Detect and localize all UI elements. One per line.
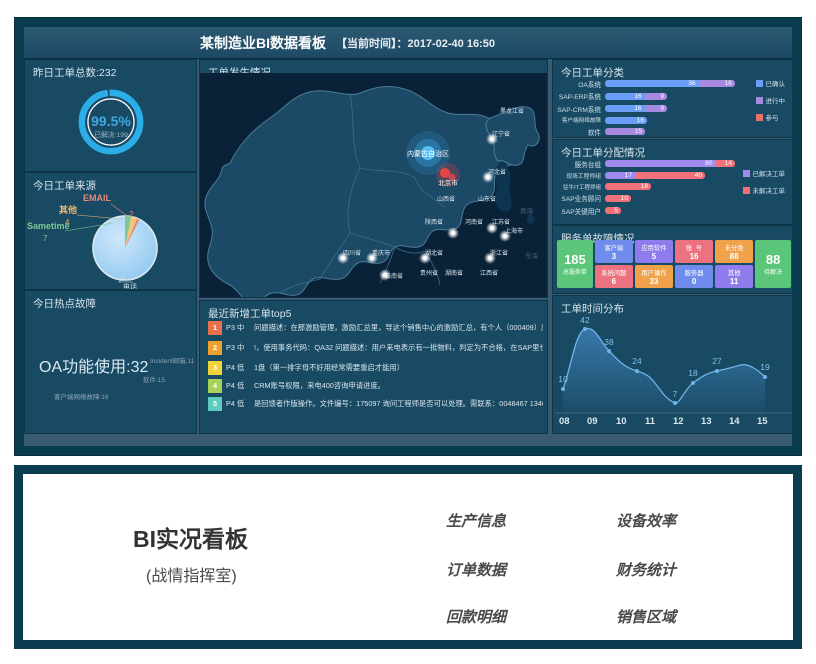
svg-text:其他: 其他 <box>59 204 77 215</box>
svg-text:内蒙古自治区: 内蒙古自治区 <box>407 149 449 158</box>
svg-text:河北省: 河北省 <box>488 168 506 176</box>
svg-text:东海: 东海 <box>525 251 539 260</box>
svg-text:99.5%: 99.5% <box>91 113 131 129</box>
svg-text:24: 24 <box>632 356 642 366</box>
svg-text:江苏省: 江苏省 <box>492 218 510 226</box>
svg-text:10: 10 <box>558 374 568 384</box>
svg-text:陕西省: 陕西省 <box>425 218 443 226</box>
svg-text:19: 19 <box>760 362 770 372</box>
svg-text:12: 12 <box>673 416 684 425</box>
svg-text:湖南省: 湖南省 <box>445 269 463 277</box>
svg-text:山西省: 山西省 <box>437 195 455 203</box>
svg-text:27: 27 <box>712 356 722 366</box>
svg-text:11: 11 <box>645 416 656 425</box>
svg-text:18: 18 <box>688 368 698 378</box>
svg-text:2: 2 <box>129 210 134 219</box>
svg-text:10: 10 <box>616 416 627 425</box>
svg-text:7: 7 <box>43 234 48 243</box>
svg-text:北京市: 北京市 <box>438 178 458 187</box>
svg-text:黄海: 黄海 <box>520 206 534 215</box>
svg-text:上海市: 上海市 <box>505 227 523 235</box>
svg-text:42: 42 <box>580 315 590 325</box>
svg-text:电话: 电话 <box>123 282 137 290</box>
svg-text:贵州省: 贵州省 <box>420 269 438 277</box>
svg-text:7: 7 <box>673 389 678 399</box>
svg-text:山东省: 山东省 <box>478 195 496 203</box>
svg-text:09: 09 <box>587 416 598 425</box>
svg-text:河南省: 河南省 <box>465 218 483 226</box>
svg-text:辽宁省: 辽宁省 <box>492 130 510 138</box>
svg-text:15: 15 <box>757 416 768 425</box>
svg-text:黑龙江省: 黑龙江省 <box>500 107 524 115</box>
svg-text:08: 08 <box>559 416 570 425</box>
svg-text:38: 38 <box>604 337 614 347</box>
svg-text:13: 13 <box>701 416 712 425</box>
svg-text:已解决:199: 已解决:199 <box>94 130 128 139</box>
svg-text:江西省: 江西省 <box>480 269 498 277</box>
svg-text:14: 14 <box>729 416 740 425</box>
svg-text:Sametime: Sametime <box>27 221 70 231</box>
svg-text:EMAIL: EMAIL <box>83 193 112 203</box>
